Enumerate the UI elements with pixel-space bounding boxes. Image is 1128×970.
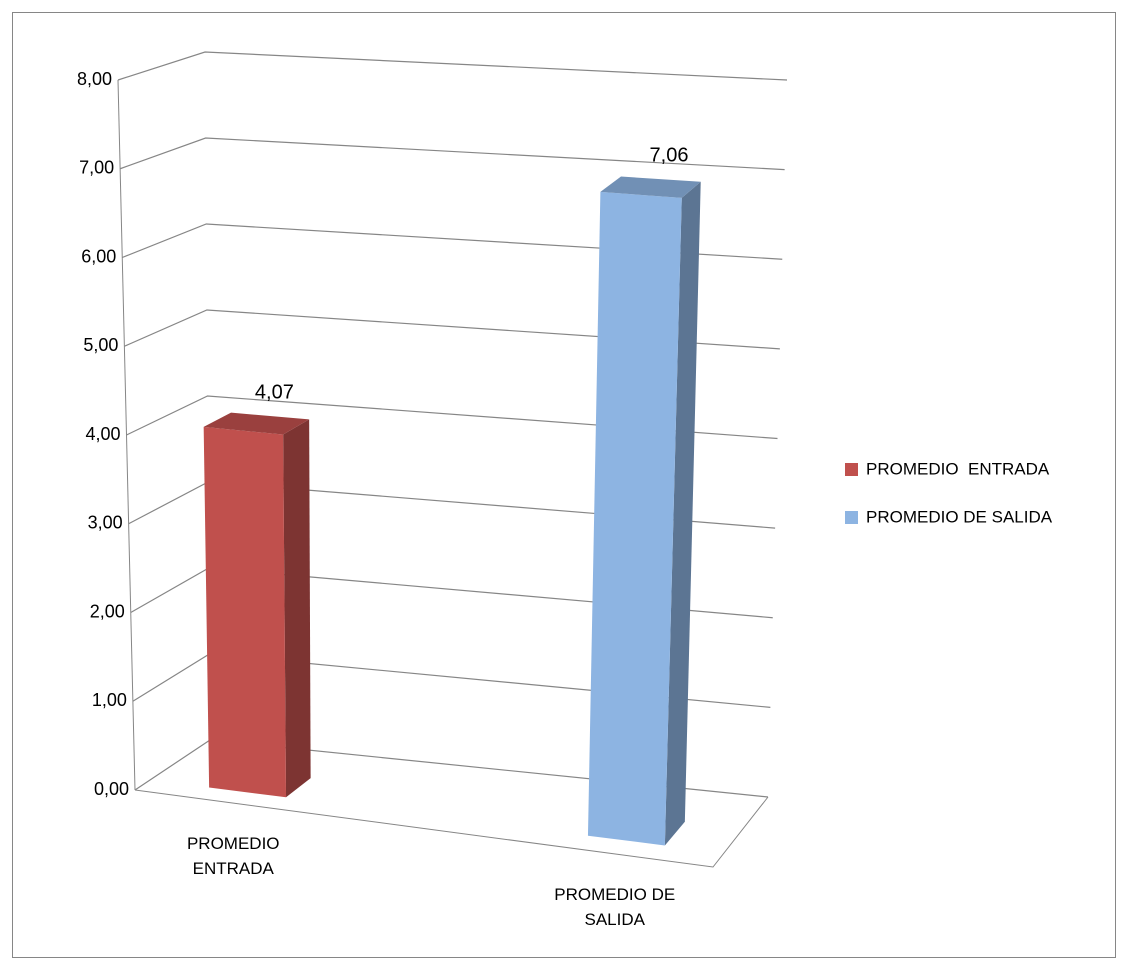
grid-line — [122, 223, 783, 260]
y-tick-label: 2,00 — [90, 601, 125, 621]
legend-label: PROMEDIO DE SALIDA — [866, 507, 1053, 526]
x-tick-label: PROMEDIO DE SALIDA — [554, 884, 676, 929]
y-tick-label: 8,00 — [77, 69, 112, 89]
grid-line — [124, 309, 780, 350]
legend-swatch — [845, 463, 858, 476]
grid-line — [119, 137, 785, 171]
y-tick-label: 0,00 — [94, 779, 129, 799]
y-tick-label: 7,00 — [79, 158, 114, 178]
x-tick-label: PROMEDIO ENTRADA — [186, 834, 280, 879]
legend-swatch — [845, 511, 858, 524]
y-tick-label: 1,00 — [92, 690, 127, 710]
y-tick-label: 3,00 — [88, 513, 123, 533]
value-label: 4,07 — [255, 381, 294, 403]
bar-top — [600, 176, 701, 198]
y-axis — [117, 79, 136, 791]
bar-side — [283, 419, 311, 798]
bar-top — [203, 412, 310, 435]
grid-line — [126, 395, 778, 440]
legend-label: PROMEDIO ENTRADA — [866, 459, 1050, 478]
floor — [134, 789, 769, 868]
chart-border — [12, 12, 1116, 958]
y-tick-label: 6,00 — [81, 246, 116, 266]
bar-side — [664, 181, 701, 846]
bar — [587, 191, 682, 846]
y-tick-label: 4,00 — [85, 424, 120, 444]
grid-line — [117, 51, 788, 81]
bar — [203, 426, 287, 798]
value-label: 7,06 — [650, 145, 689, 167]
y-tick-label: 5,00 — [83, 335, 118, 355]
